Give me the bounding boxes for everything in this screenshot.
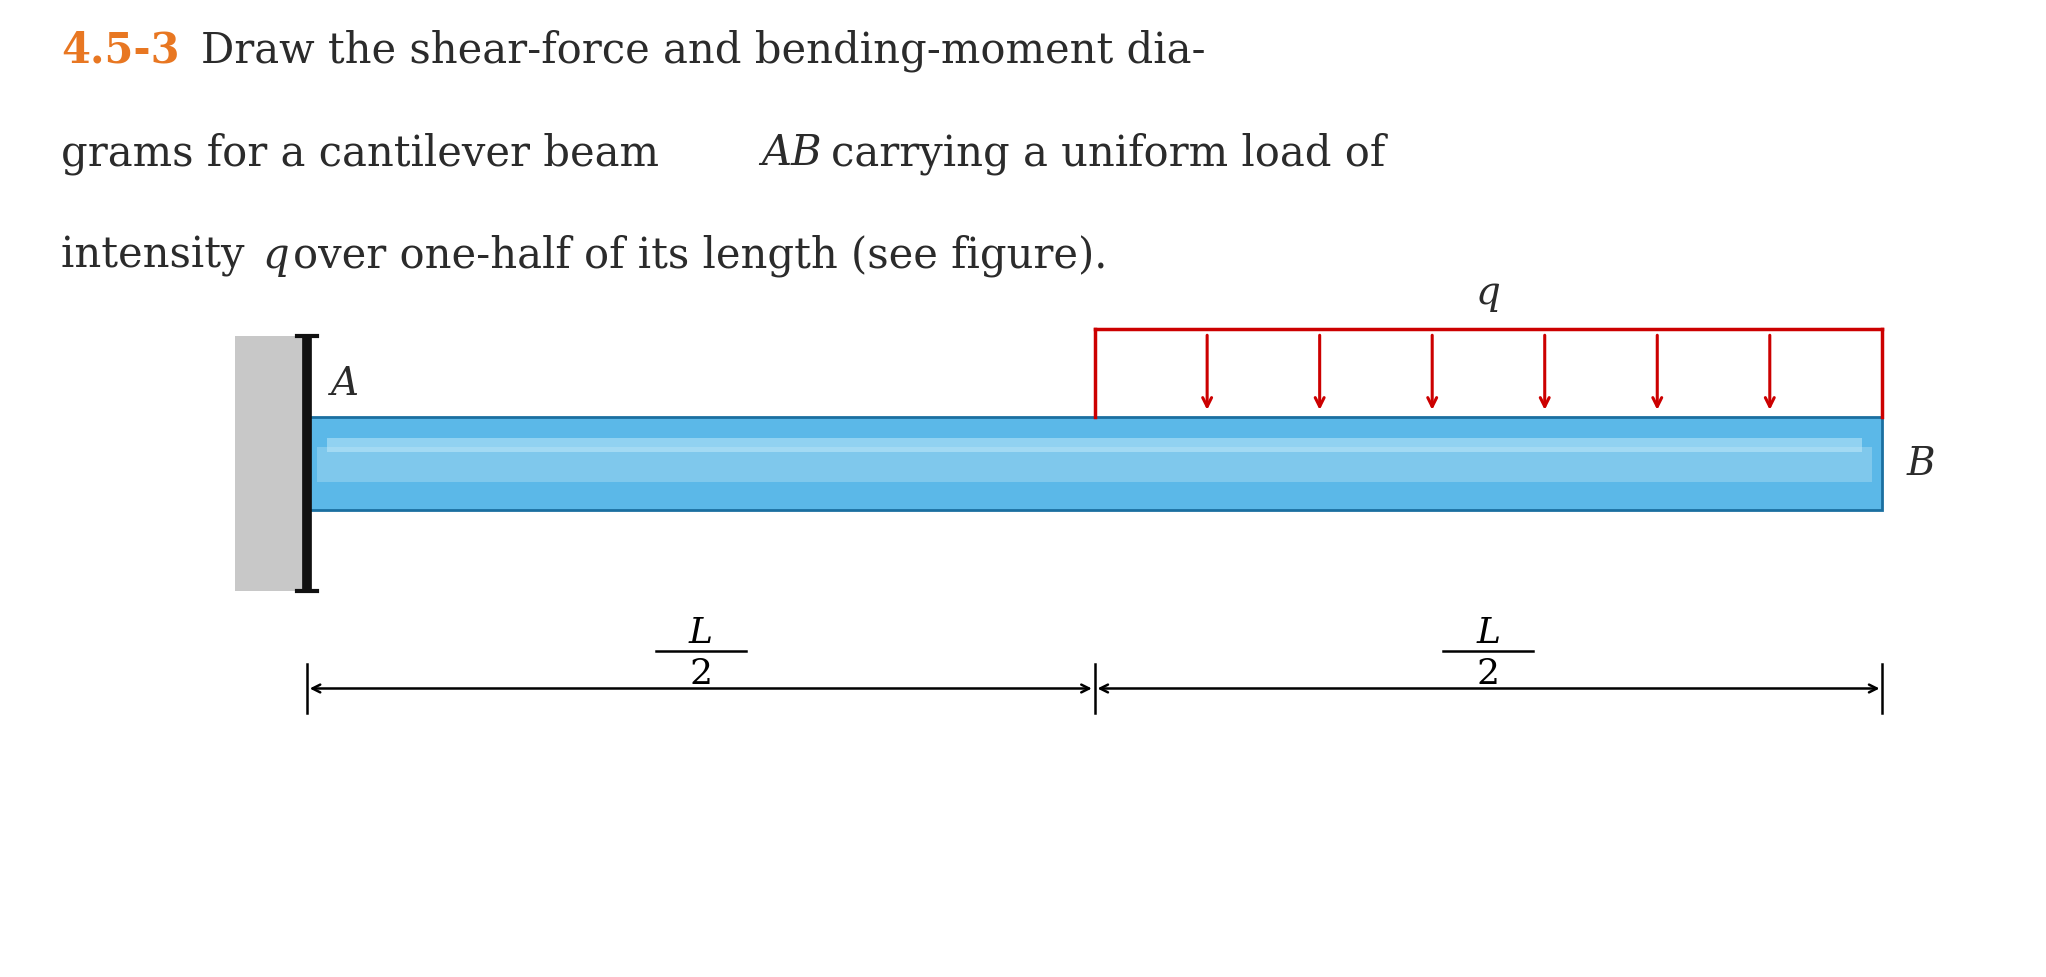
Bar xyxy=(235,337,307,591)
Text: 2: 2 xyxy=(1477,657,1500,691)
Text: q: q xyxy=(262,234,288,276)
Text: grams for a cantilever beam: grams for a cantilever beam xyxy=(61,132,685,174)
Text: over one-half of its length (see figure).: over one-half of its length (see figure)… xyxy=(293,234,1107,276)
Text: Draw the shear-force and bending-moment dia-: Draw the shear-force and bending-moment … xyxy=(201,29,1205,71)
Text: A: A xyxy=(331,365,360,403)
Text: q: q xyxy=(1475,275,1502,312)
Text: 2: 2 xyxy=(690,657,712,691)
Text: 4.5-3: 4.5-3 xyxy=(61,29,180,71)
Text: L: L xyxy=(690,616,712,650)
Text: B: B xyxy=(1907,446,1936,483)
Bar xyxy=(307,417,1882,511)
Bar xyxy=(317,447,1872,483)
Text: carrying a uniform load of: carrying a uniform load of xyxy=(831,132,1385,174)
Text: intensity: intensity xyxy=(61,234,258,276)
Text: L: L xyxy=(1477,616,1500,650)
Bar xyxy=(327,439,1862,452)
Text: AB: AB xyxy=(761,132,822,174)
